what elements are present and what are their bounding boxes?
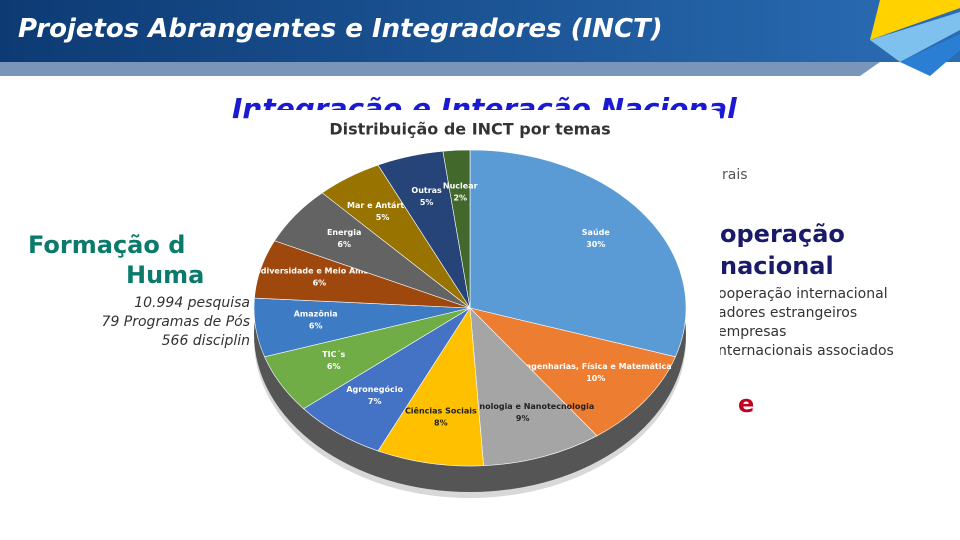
slice-label: TIC´s [322,349,345,359]
slice-label: Engenharias, Física e Matemática [520,362,672,371]
slice-label: Energia [327,228,361,237]
slice-value-label: 5% [420,198,434,207]
slice-value-label: 10% [586,374,605,383]
pie-slice [442,149,471,309]
slice-value-label: 6% [313,279,327,288]
slice-value-label: 7% [368,397,382,406]
pie-slice [377,307,484,467]
fragment: rais [722,167,748,183]
slice-value-label: 2% [453,193,467,202]
header-bar [0,0,960,76]
line: adores estrangeiros [718,305,858,321]
line: ooperação internacional [718,286,888,302]
slice-label: Biodiversidade e Meio Ambiente [250,267,393,276]
slice-value-label: 5% [376,213,390,222]
slice-label: Agronegócio [346,384,403,394]
slice-value-label: 6% [327,362,341,371]
slice-label: Outras [411,186,442,195]
heading-line: nacional [720,252,834,280]
left-lines: 10.994 pesquisa 79 Programas de Pós 566 … [34,294,250,351]
slice-value-label: 30% [586,240,605,249]
slice-label: Amazônia [294,308,338,318]
title: Projetos Abrangentes e Integradores (INC… [18,14,663,44]
slice-value-label: 8% [434,419,448,428]
slice-value-label: 9% [516,414,530,423]
right-heading: operação nacional [720,218,845,282]
right-lines: ooperação internacional adores estrangei… [718,285,894,361]
fragment: e [738,390,755,418]
line: empresas [718,324,787,340]
slice-value-label: 6% [337,240,351,249]
slice-label: Mar e Antártida [347,201,418,210]
slice-label: Ciências Sociais [405,406,477,416]
left-heading: Formação d Huma [28,230,250,290]
line: 566 disciplin [161,333,250,349]
chart: Distribuição de INCT por temas Saúde 30% E… [250,110,720,510]
pie-slice [469,149,687,358]
slice-label: Saúde [582,228,611,237]
heading-line: operação [720,220,845,248]
slice-label: Biotecnologia e Nanotecnologia [451,402,594,411]
slice-label: Nuclear [443,181,478,190]
pie-slice [469,307,598,467]
heading-line: Formação d [28,231,186,259]
slice-value-label: 6% [309,321,323,330]
heading-line: Huma [126,261,205,289]
chart-title: Distribuição de INCT por temas [329,120,610,139]
line: 10.994 pesquisa [134,295,250,311]
line: nternacionais associados [718,343,894,359]
line: 79 Programas de Pós [101,314,250,330]
pie-slice [469,307,676,437]
